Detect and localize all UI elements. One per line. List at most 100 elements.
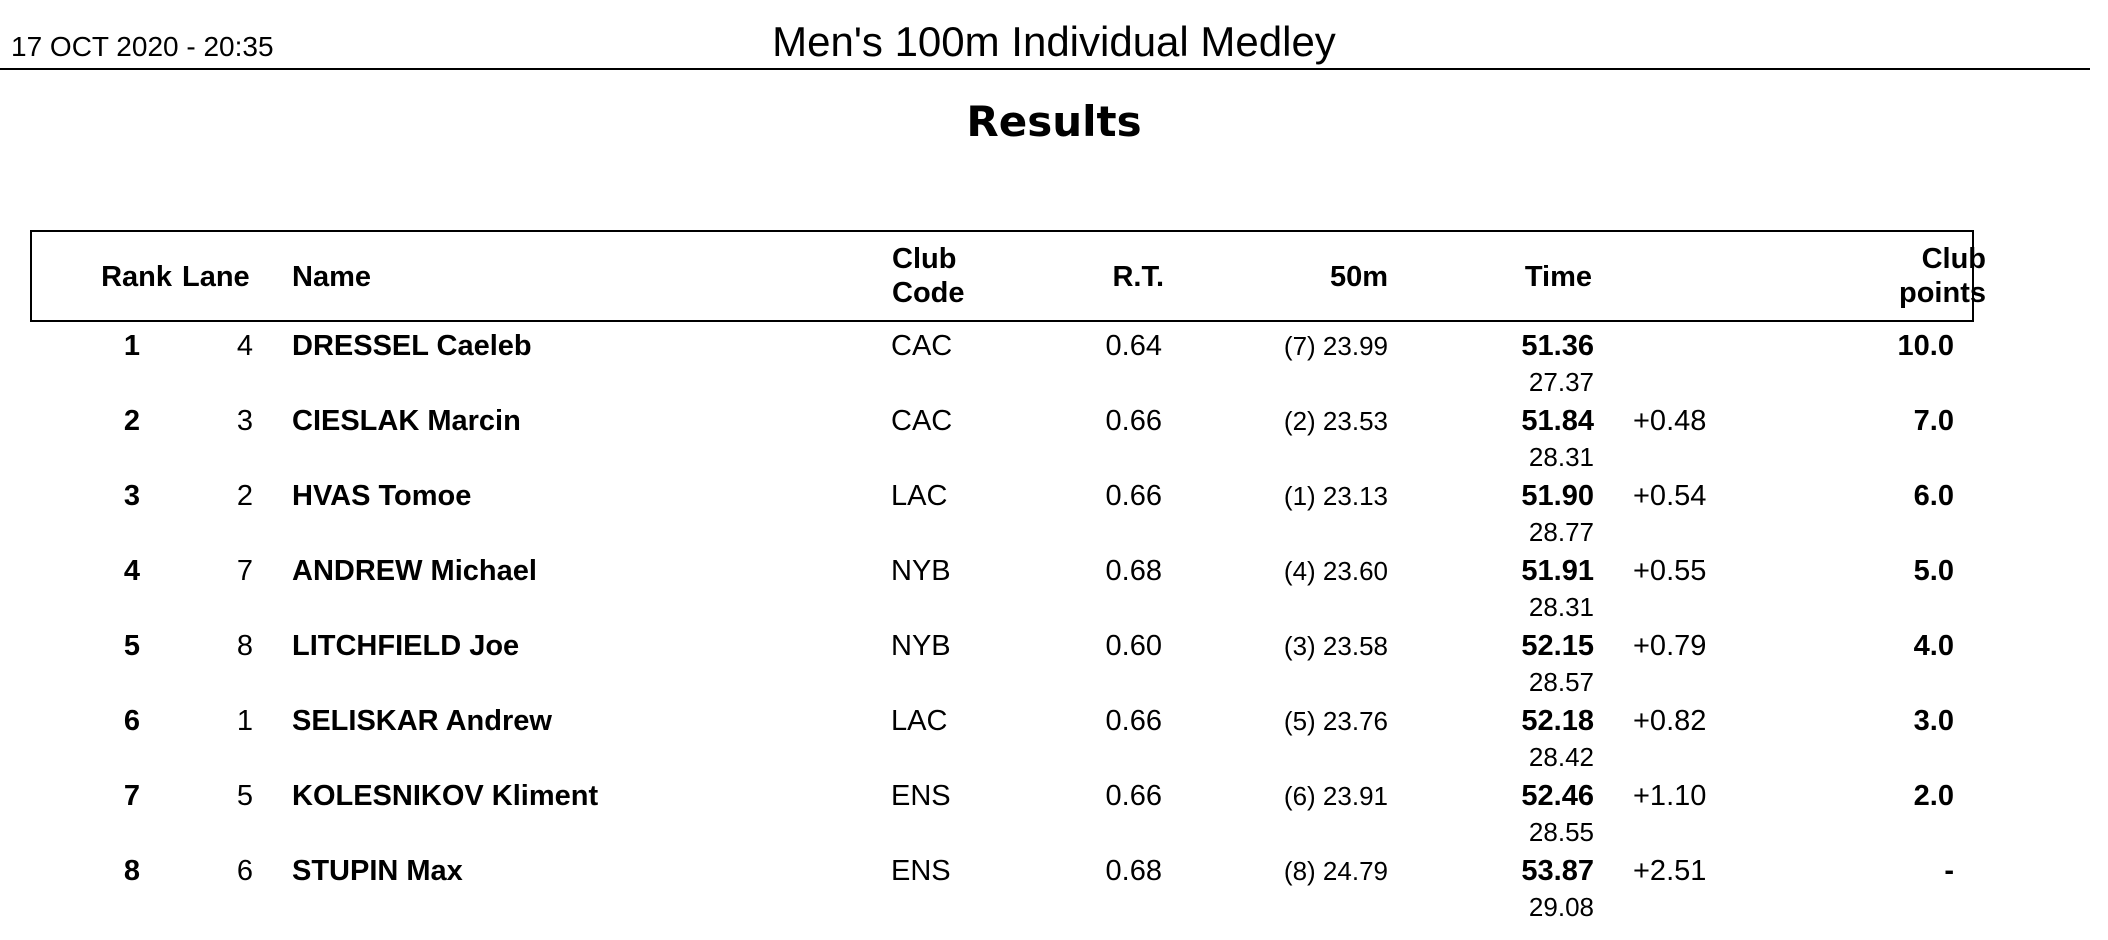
final-time: 51.84	[1521, 405, 1594, 437]
swimmer-name: KOLESNIKOV Kliment	[292, 780, 599, 812]
swimmer-name: DRESSEL Caeleb	[292, 330, 532, 362]
final-time: 53.87	[1521, 855, 1594, 887]
club-code: LAC	[891, 480, 948, 512]
reaction-time: 0.66	[1105, 405, 1162, 437]
time-behind: +2.51	[1633, 855, 1707, 887]
results-heading: Results	[966, 97, 1142, 146]
table-row: 7 5 KOLESNIKOV Kliment ENS 0.66 (6) 23.9…	[0, 779, 2108, 854]
swimmer-name: ANDREW Michael	[292, 555, 537, 587]
final-time: 52.18	[1521, 705, 1594, 737]
table-row: 4 7 ANDREW Michael NYB 0.68 (4) 23.60 51…	[0, 554, 2108, 629]
club-code: ENS	[891, 780, 951, 812]
col-club-header-line2: Code	[892, 277, 965, 309]
table-row: 2 3 CIESLAK Marcin CAC 0.66 (2) 23.53 51…	[0, 404, 2108, 479]
club-code: LAC	[891, 705, 948, 737]
header-rule	[0, 68, 2090, 70]
rank-cell: 7	[123, 780, 140, 812]
final-time: 51.90	[1521, 480, 1594, 512]
club-points: 2.0	[1913, 780, 1954, 812]
club-points: 3.0	[1913, 705, 1954, 737]
table-row: 6 1 SELISKAR Andrew LAC 0.66 (5) 23.76 5…	[0, 704, 2108, 779]
club-code: ENS	[891, 855, 951, 887]
club-points: 7.0	[1913, 405, 1954, 437]
second-split: 29.08	[1528, 892, 1594, 922]
table-header: Rank Lane Name Club Code R.T. 50m Time C…	[30, 230, 1986, 322]
col-time-header: Time	[1524, 261, 1592, 293]
second-split: 28.57	[1528, 667, 1594, 697]
rank-cell: 1	[123, 330, 140, 362]
rank-cell: 6	[123, 705, 140, 737]
lane-cell: 1	[236, 705, 253, 737]
table-row: 1 4 DRESSEL Caeleb CAC 0.64 (7) 23.99 51…	[0, 329, 2108, 404]
split-50m: (6) 23.91	[1283, 781, 1388, 811]
time-behind: +1.10	[1633, 780, 1707, 812]
col-club-header: Club Code	[892, 242, 965, 310]
club-points: 10.0	[1897, 330, 1954, 362]
lane-cell: 7	[236, 555, 253, 587]
club-code: CAC	[891, 405, 953, 437]
reaction-time: 0.64	[1105, 330, 1162, 362]
split-50m: (1) 23.13	[1283, 481, 1388, 511]
col-name-header: Name	[292, 261, 371, 293]
club-code: NYB	[891, 630, 951, 662]
split-50m: (5) 23.76	[1283, 706, 1388, 736]
club-points: 6.0	[1913, 480, 1954, 512]
lane-cell: 3	[236, 405, 253, 437]
second-split: 28.55	[1528, 817, 1594, 847]
split-50m: (7) 23.99	[1283, 331, 1388, 361]
col-rank-header: Rank	[101, 261, 172, 293]
rank-cell: 2	[123, 405, 140, 437]
swimmer-name: LITCHFIELD Joe	[292, 630, 520, 662]
lane-cell: 5	[236, 780, 253, 812]
rank-cell: 4	[123, 555, 140, 587]
time-behind: +0.55	[1633, 555, 1707, 587]
table-row: 3 2 HVAS Tomoe LAC 0.66 (1) 23.13 51.90 …	[0, 479, 2108, 554]
col-lane-header: Lane	[182, 261, 250, 293]
col-rt-header: R.T.	[1112, 261, 1164, 293]
header-date: 17 OCT 2020 - 20:35	[11, 31, 274, 62]
reaction-time: 0.66	[1105, 780, 1162, 812]
table-row: 8 6 STUPIN Max ENS 0.68 (8) 24.79 53.87 …	[0, 854, 2108, 929]
club-points: 5.0	[1913, 555, 1954, 587]
split-50m: (4) 23.60	[1283, 556, 1388, 586]
reaction-time: 0.68	[1105, 555, 1162, 587]
second-split: 28.31	[1528, 442, 1594, 472]
final-time: 52.15	[1521, 630, 1594, 662]
reaction-time: 0.66	[1105, 480, 1162, 512]
second-split: 28.31	[1528, 592, 1594, 622]
club-points: 4.0	[1913, 630, 1954, 662]
table-row: 5 8 LITCHFIELD Joe NYB 0.60 (3) 23.58 52…	[0, 629, 2108, 704]
swimmer-name: HVAS Tomoe	[292, 480, 472, 512]
final-time: 52.46	[1521, 780, 1594, 812]
lane-cell: 8	[236, 630, 253, 662]
reaction-time: 0.66	[1105, 705, 1162, 737]
final-time: 51.91	[1521, 555, 1594, 587]
lane-cell: 4	[236, 330, 253, 362]
reaction-time: 0.68	[1105, 855, 1162, 887]
split-50m: (8) 24.79	[1283, 856, 1388, 886]
col-points-header-line1: Club	[1921, 243, 1986, 275]
club-code: NYB	[891, 555, 951, 587]
time-behind: +0.82	[1633, 705, 1707, 737]
col-points-header: Club points	[1772, 242, 1986, 310]
rank-cell: 8	[123, 855, 140, 887]
swimmer-name: SELISKAR Andrew	[292, 705, 552, 737]
col-club-header-line1: Club	[892, 243, 957, 275]
rank-cell: 5	[123, 630, 140, 662]
lane-cell: 2	[236, 480, 253, 512]
swimmer-name: STUPIN Max	[292, 855, 463, 887]
split-50m: (2) 23.53	[1283, 406, 1388, 436]
lane-cell: 6	[236, 855, 253, 887]
rank-cell: 3	[123, 480, 140, 512]
second-split: 27.37	[1528, 367, 1594, 397]
second-split: 28.77	[1528, 517, 1594, 547]
club-points: -	[1944, 855, 1954, 887]
split-50m: (3) 23.58	[1283, 631, 1388, 661]
col-points-header-line2: points	[1899, 277, 1986, 309]
col-50m-header: 50m	[1329, 261, 1388, 293]
final-time: 51.36	[1521, 330, 1594, 362]
club-code: CAC	[891, 330, 953, 362]
reaction-time: 0.60	[1105, 630, 1162, 662]
time-behind: +0.79	[1633, 630, 1707, 662]
time-behind: +0.48	[1633, 405, 1707, 437]
